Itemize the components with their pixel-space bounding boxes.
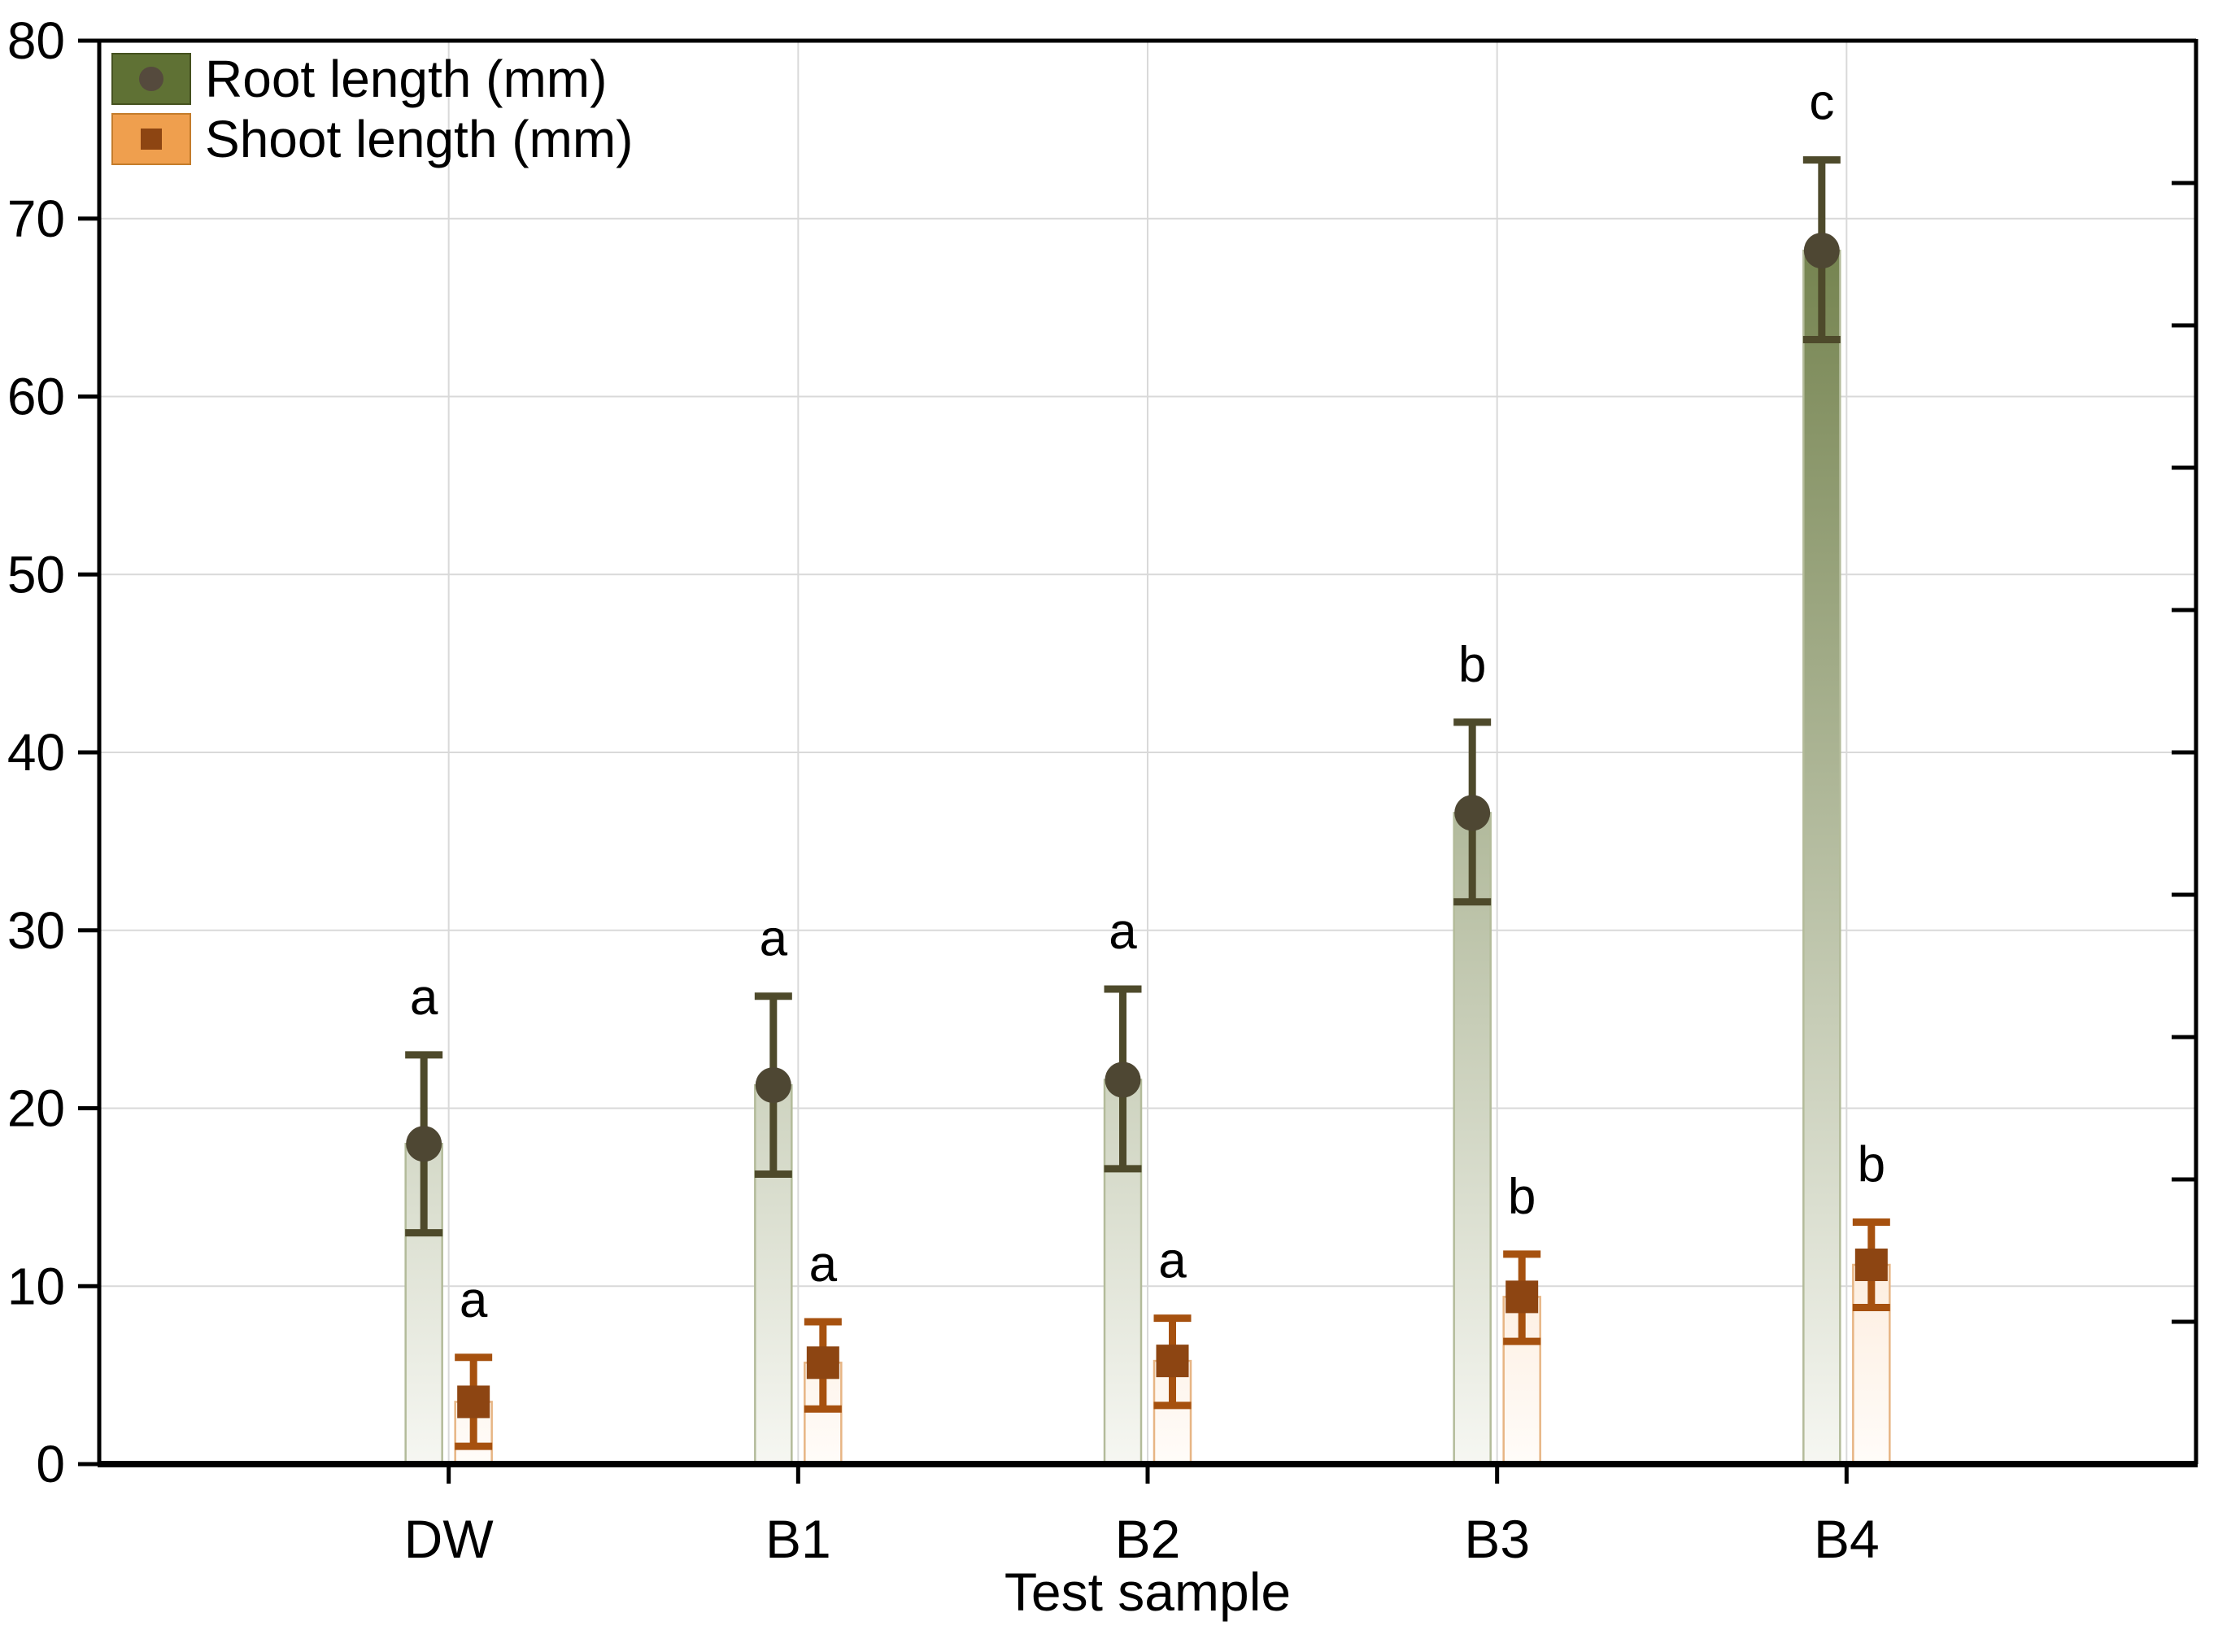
legend-label-0: Root length (mm) bbox=[205, 50, 607, 108]
shoot-mean-marker bbox=[1854, 1249, 1888, 1281]
shoot-mean-marker bbox=[1506, 1280, 1539, 1314]
significance-letter: b bbox=[1858, 1137, 1885, 1193]
significance-letter: a bbox=[460, 1272, 488, 1328]
x-category-label: DW bbox=[404, 1509, 495, 1569]
y-tick-label: 50 bbox=[7, 545, 65, 604]
significance-letter: a bbox=[1158, 1233, 1187, 1289]
y-tick-label: 0 bbox=[36, 1435, 65, 1493]
shoot-mean-marker bbox=[806, 1346, 839, 1380]
y-tick-label: 80 bbox=[7, 11, 65, 70]
x-axis-title: Test sample bbox=[1004, 1562, 1291, 1622]
significance-letter: b bbox=[1508, 1169, 1536, 1225]
significance-letter: a bbox=[1109, 904, 1137, 960]
root-mean-marker bbox=[406, 1126, 442, 1162]
y-tick-label: 60 bbox=[7, 368, 65, 426]
x-category-label: B2 bbox=[1115, 1509, 1181, 1569]
x-category-label: B4 bbox=[1814, 1509, 1880, 1569]
shoot-mean-marker bbox=[457, 1385, 490, 1419]
root-mean-marker bbox=[755, 1067, 791, 1104]
significance-letter: b bbox=[1458, 637, 1486, 693]
y-tick-label: 10 bbox=[7, 1257, 65, 1315]
legend-marker-circle bbox=[139, 67, 163, 91]
y-tick-label: 40 bbox=[7, 723, 65, 782]
y-tick-label: 20 bbox=[7, 1079, 65, 1138]
root-bar-B4 bbox=[1802, 249, 1841, 1466]
legend: Root length (mm)Shoot length (mm) bbox=[111, 50, 633, 168]
significance-letter: c bbox=[1809, 75, 1834, 131]
x-category-label: B1 bbox=[765, 1509, 831, 1569]
y-tick-label: 70 bbox=[7, 190, 65, 248]
x-category-label: B3 bbox=[1464, 1509, 1530, 1569]
significance-letter: a bbox=[809, 1236, 838, 1292]
root-mean-marker bbox=[1803, 233, 1840, 269]
root-mean-marker bbox=[1105, 1061, 1141, 1098]
root-mean-marker bbox=[1454, 795, 1491, 831]
significance-letter: a bbox=[760, 911, 788, 967]
legend-marker-square bbox=[141, 129, 162, 150]
shoot-mean-marker bbox=[1156, 1345, 1189, 1378]
significance-letter: a bbox=[410, 970, 438, 1026]
legend-label-1: Shoot length (mm) bbox=[205, 110, 633, 168]
y-tick-label: 30 bbox=[7, 901, 65, 960]
root-bar-B3 bbox=[1453, 812, 1492, 1466]
